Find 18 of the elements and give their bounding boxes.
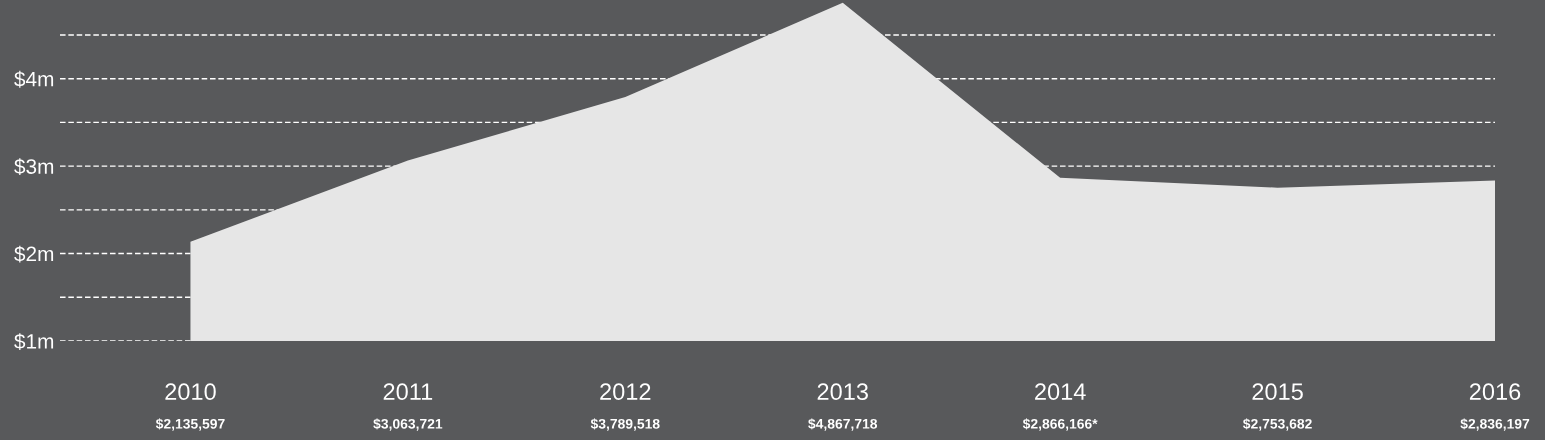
x-tick-label: 2011 (383, 383, 433, 401)
x-tick-label: 2014 (1035, 383, 1086, 401)
data-label: $3,789,518 (590, 418, 660, 431)
data-label: $2,836,197 (1460, 418, 1530, 431)
data-label: $2,135,597 (155, 418, 225, 431)
x-tick-label: 2010 (165, 383, 216, 401)
y-tick-label: $2m (14, 245, 54, 263)
y-tick-label: $4m (14, 70, 54, 88)
x-tick-label: 2015 (1252, 383, 1303, 401)
x-tick-label: 2016 (1469, 383, 1521, 401)
data-label: $3,063,721 (373, 418, 443, 431)
x-tick-label: 2012 (600, 383, 651, 401)
y-tick-label: $1m (14, 333, 54, 350)
y-tick-label: $3m (14, 158, 54, 176)
x-tick-label: 2013 (817, 383, 868, 401)
data-label: $2,866,166* (1022, 418, 1098, 431)
data-label: $2,753,682 (1243, 418, 1312, 431)
data-label: $4,867,718 (808, 418, 878, 431)
